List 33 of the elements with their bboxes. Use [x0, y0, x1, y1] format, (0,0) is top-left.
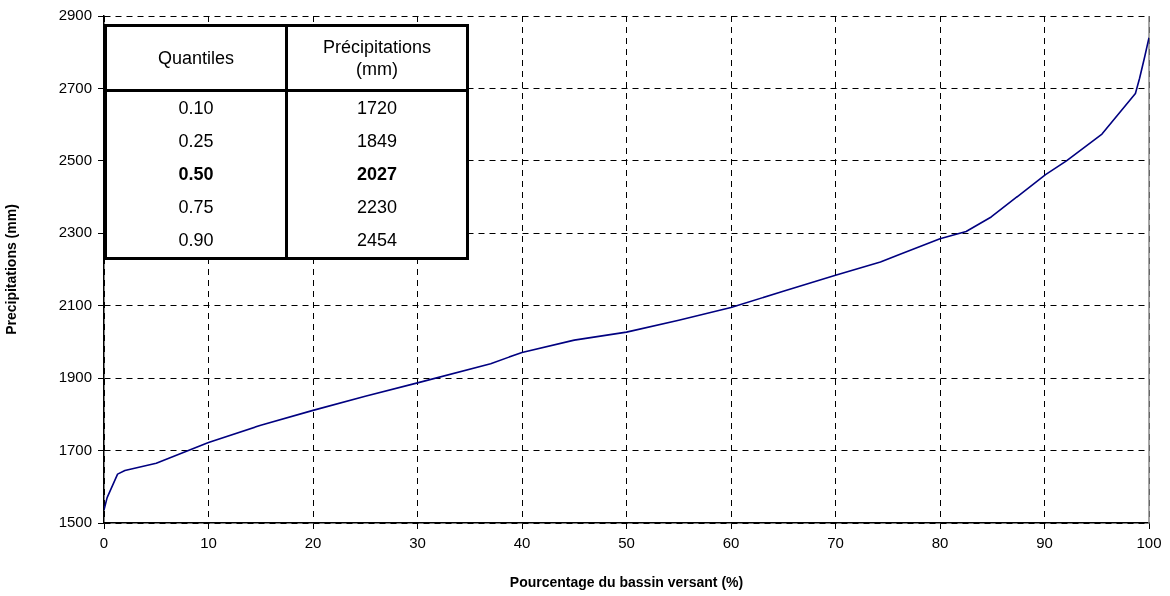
x-tick-label: 90 [1036, 534, 1053, 552]
y-tick-label: 2700 [58, 78, 92, 96]
annotation: 1720 [286, 90, 468, 125]
x-tick-label: 50 [618, 534, 635, 552]
x-tick-label: 0 [99, 534, 109, 552]
x-tick-label: 60 [722, 534, 740, 552]
x-tick-label: 30 [409, 534, 426, 552]
annotation: 0.90 [105, 224, 287, 259]
annotation: 2454 [286, 224, 468, 259]
x-tick-label: 70 [827, 534, 844, 552]
y-tick-label: 1700 [58, 440, 92, 458]
annotation: 2230 [286, 191, 468, 224]
y-tick-label: 2300 [58, 223, 92, 241]
annotation: 0.10 [105, 90, 287, 125]
annotation: Précipitations (mm) [322, 36, 432, 80]
annotation: 0.25 [105, 125, 287, 158]
x-tick-label: 10 [200, 534, 217, 552]
annotation: 1849 [286, 125, 468, 158]
y-tick-label: 2500 [58, 151, 92, 168]
annotation: 0.50 [105, 158, 287, 191]
y-tick-label: 2900 [58, 6, 92, 24]
x-tick-label: 40 [513, 534, 531, 552]
annotation: Quantiles [157, 47, 235, 69]
y-tick-label: 2100 [58, 295, 92, 313]
annotation: 2027 [286, 158, 468, 191]
y-tick-label: 1900 [58, 368, 92, 386]
y-axis-title: Precipitations (mm) [3, 204, 20, 335]
x-tick-label: 100 [1136, 534, 1162, 552]
x-axis-title: Pourcentage du bassin versant (%) [509, 574, 744, 591]
annotation: 0.75 [105, 191, 287, 224]
y-tick-label: 1500 [58, 513, 92, 531]
x-tick-label: 80 [931, 534, 949, 552]
x-tick-label: 20 [304, 534, 322, 552]
